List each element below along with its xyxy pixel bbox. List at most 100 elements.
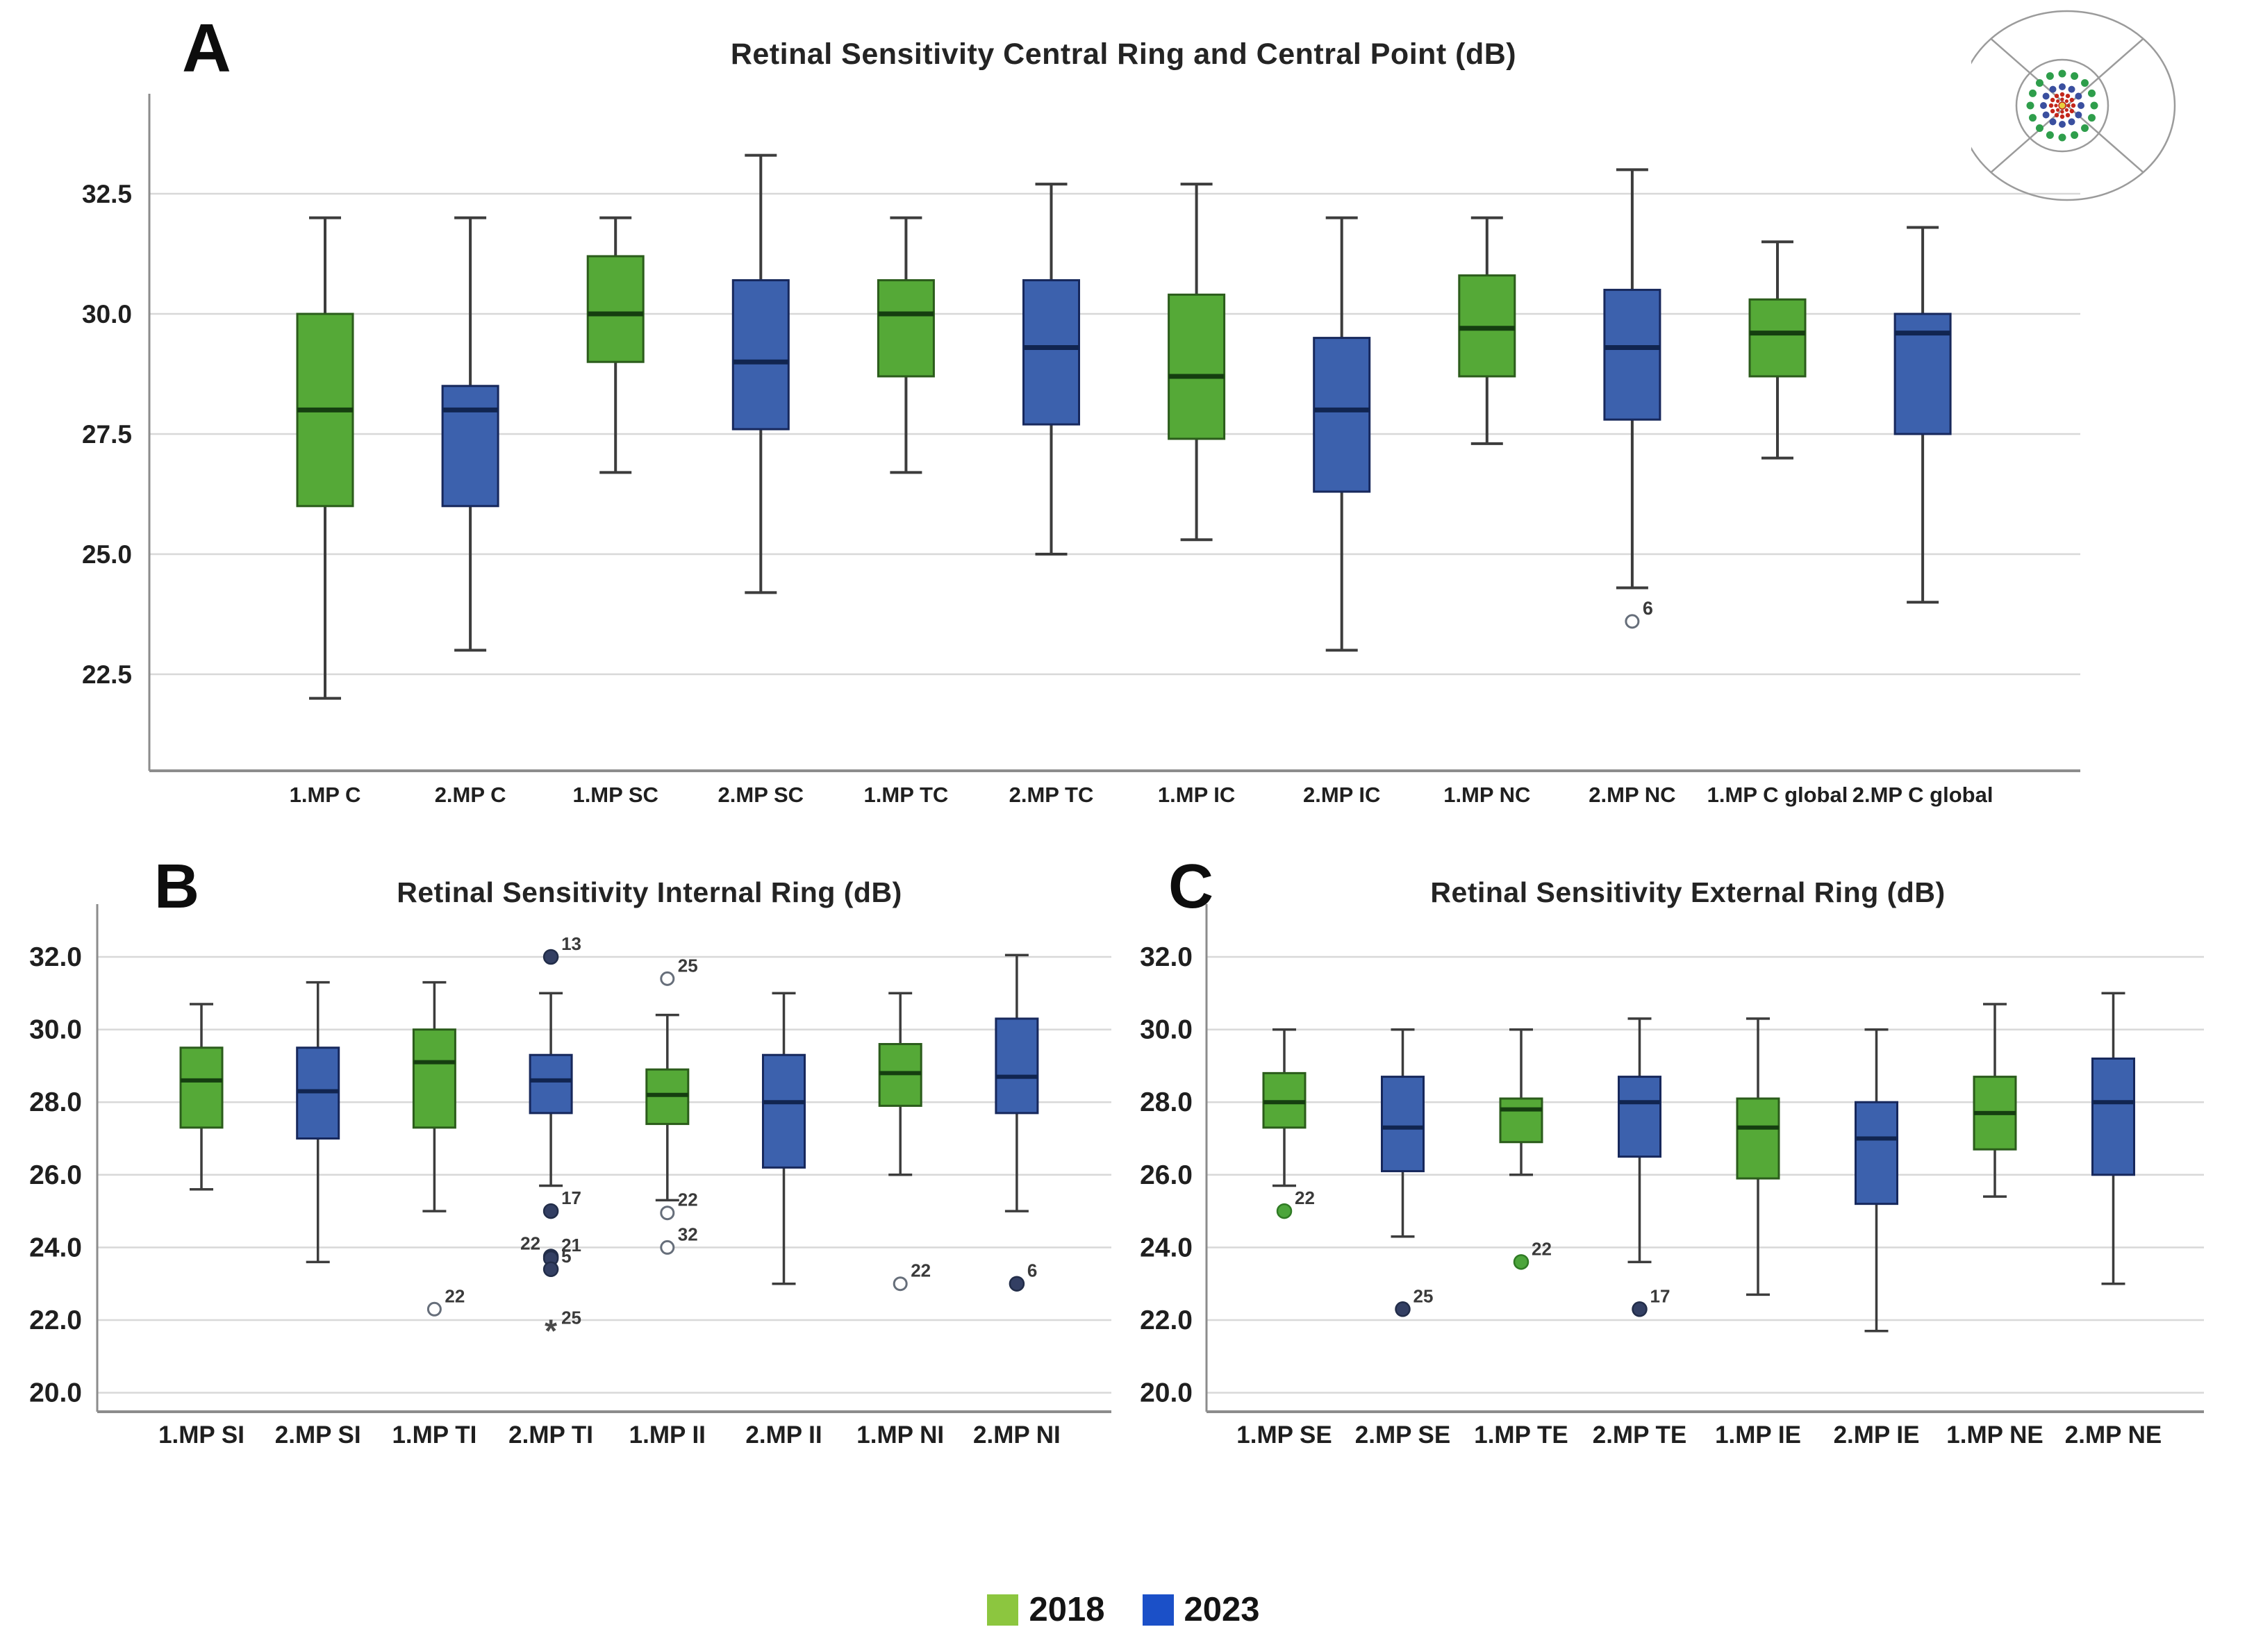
stimulus-dot bbox=[2075, 111, 2082, 119]
boxplot-2.MP-NI: 6 bbox=[995, 953, 1039, 1292]
stimulus-dot bbox=[2069, 108, 2075, 114]
stimulus-dot bbox=[2068, 118, 2075, 126]
legend-label-2023: 2023 bbox=[1184, 1591, 1260, 1628]
stimulus-dot bbox=[2060, 97, 2064, 101]
boxplot-2.MP-TI: 13 17 22 215 * 25 bbox=[520, 933, 581, 1349]
boxplot-1.MP-NE bbox=[1973, 1003, 2017, 1198]
boxplot-2.MP-II bbox=[762, 992, 806, 1285]
iqr-box bbox=[1855, 1101, 1898, 1205]
iqr-box bbox=[1603, 288, 1661, 421]
x-category-label: 1.MP TC bbox=[864, 783, 949, 807]
stimulus-dot bbox=[2071, 131, 2079, 139]
stimulus-dot bbox=[2069, 97, 2075, 103]
y-tick-label: 24.0 bbox=[29, 1233, 82, 1262]
stimulus-dot bbox=[2054, 103, 2058, 108]
x-category-label: 1.MP II bbox=[629, 1421, 706, 1449]
boxplot-1.MP-C bbox=[296, 216, 354, 700]
x-category-label: 2.MP IE bbox=[1834, 1421, 1920, 1449]
stimulus-dot bbox=[2056, 99, 2060, 103]
outlier-case-label: 5 bbox=[561, 1246, 571, 1267]
iqr-box bbox=[1748, 298, 1807, 378]
iqr-box bbox=[731, 279, 790, 431]
stimulus-dot bbox=[2035, 78, 2043, 87]
stimulus-dot bbox=[2040, 102, 2047, 109]
iqr-box bbox=[1313, 337, 1371, 493]
x-category-label: 2.MP NC bbox=[1589, 783, 1675, 807]
x-category-label: 1.MP SI bbox=[158, 1421, 244, 1449]
stimulus-dot bbox=[2071, 103, 2076, 108]
x-category-label: 1.MP NE bbox=[1946, 1421, 2043, 1449]
outlier-open-circle bbox=[660, 1205, 675, 1221]
outlier-dot bbox=[1632, 1301, 1648, 1317]
stimulus-dot bbox=[2081, 78, 2089, 87]
outlier-case-label: 17 bbox=[1650, 1285, 1670, 1306]
outlier-case-label: 6 bbox=[1027, 1260, 1037, 1281]
panel-a-title: Retinal Sensitivity Central Ring and Cen… bbox=[730, 37, 1517, 71]
boxplot-1.MP-TI: 22 bbox=[412, 981, 465, 1317]
stimulus-dot bbox=[2090, 101, 2098, 110]
stimulus-dot bbox=[2046, 72, 2054, 81]
boxplot-2.MP-NC: 6 bbox=[1603, 168, 1661, 629]
stimulus-dot bbox=[2065, 112, 2071, 118]
stimulus-dot bbox=[2049, 118, 2057, 126]
x-category-label: 2.MP C global bbox=[1852, 783, 1993, 807]
iqr-box bbox=[762, 1053, 806, 1169]
y-tick-label: 22.5 bbox=[82, 660, 132, 689]
outlier-open-circle bbox=[893, 1276, 908, 1292]
outlier-dot bbox=[1009, 1276, 1025, 1292]
x-category-label: 2.MP TI bbox=[508, 1421, 593, 1449]
x-category-label: 1.MP NI bbox=[856, 1421, 944, 1449]
stimulus-dot bbox=[2065, 93, 2071, 99]
outlier-dot bbox=[1395, 1301, 1411, 1317]
boxplot-1.MP-TE: 22 bbox=[1499, 1028, 1552, 1270]
iqr-box bbox=[995, 1017, 1039, 1115]
x-category-label: 1.MP SC bbox=[572, 783, 658, 807]
legend-swatch-2023 bbox=[1142, 1594, 1174, 1626]
stimulus-dot bbox=[2050, 108, 2055, 114]
iqr-box bbox=[1736, 1097, 1780, 1180]
y-tick-label: 20.0 bbox=[1140, 1378, 1193, 1408]
y-tick-label: 24.0 bbox=[1140, 1233, 1193, 1262]
outlier-case-label: 25 bbox=[1413, 1285, 1434, 1306]
x-category-label: 1.MP TE bbox=[1474, 1421, 1568, 1449]
outlier-case-label: 22 bbox=[1295, 1187, 1315, 1208]
stimulus-dot bbox=[2048, 103, 2054, 108]
outlier-open-circle bbox=[660, 1240, 675, 1255]
outlier-dot bbox=[542, 1261, 559, 1278]
boxplot-2.MP-C-global bbox=[1893, 226, 1952, 604]
stimulus-dot bbox=[2029, 89, 2037, 97]
stimulus-dot bbox=[2066, 103, 2071, 108]
stimulus-dot bbox=[2042, 111, 2050, 119]
stimulus-dot bbox=[2068, 85, 2075, 93]
legend: 2018 2023 bbox=[0, 1590, 2247, 1629]
stimulus-dot bbox=[2071, 72, 2079, 81]
boxplot-2.MP-SE: 25 bbox=[1381, 1028, 1434, 1317]
stimulus-dot bbox=[2050, 97, 2055, 103]
boxplot-1.MP-NI: 22 bbox=[878, 992, 931, 1292]
y-tick-label: 32.5 bbox=[82, 180, 132, 208]
boxplot-1.MP-SI bbox=[179, 1003, 224, 1191]
iqr-box bbox=[1499, 1097, 1543, 1144]
outlier-open-circle bbox=[660, 971, 675, 986]
y-tick-label: 30.0 bbox=[82, 300, 132, 328]
iqr-box bbox=[2091, 1057, 2135, 1176]
outlier-case-label: 22 bbox=[1532, 1238, 1552, 1259]
boxplot-2.MP-IE bbox=[1855, 1028, 1898, 1333]
stimulus-dot bbox=[2060, 110, 2064, 114]
outlier-case-label: 13 bbox=[561, 933, 581, 954]
stimulus-dot bbox=[2054, 112, 2059, 118]
outlier-open-circle bbox=[1625, 614, 1640, 629]
outlier-extreme-star: * bbox=[545, 1313, 557, 1349]
stimulus-dot bbox=[2054, 93, 2059, 99]
stimulus-dot bbox=[2064, 108, 2068, 112]
boxplot-2.MP-NE bbox=[2091, 992, 2135, 1285]
outlier-dot bbox=[1513, 1254, 1529, 1270]
boxplot-1.MP-IC bbox=[1168, 183, 1226, 542]
iqr-box bbox=[179, 1046, 224, 1129]
boxplot-2.MP-TE: 17 bbox=[1618, 1017, 1670, 1317]
stimulus-dot bbox=[2078, 102, 2084, 109]
outlier-case-label: 17 bbox=[561, 1187, 581, 1208]
stimulus-dot bbox=[2087, 114, 2096, 122]
x-category-label: 2.MP IC bbox=[1303, 783, 1380, 807]
